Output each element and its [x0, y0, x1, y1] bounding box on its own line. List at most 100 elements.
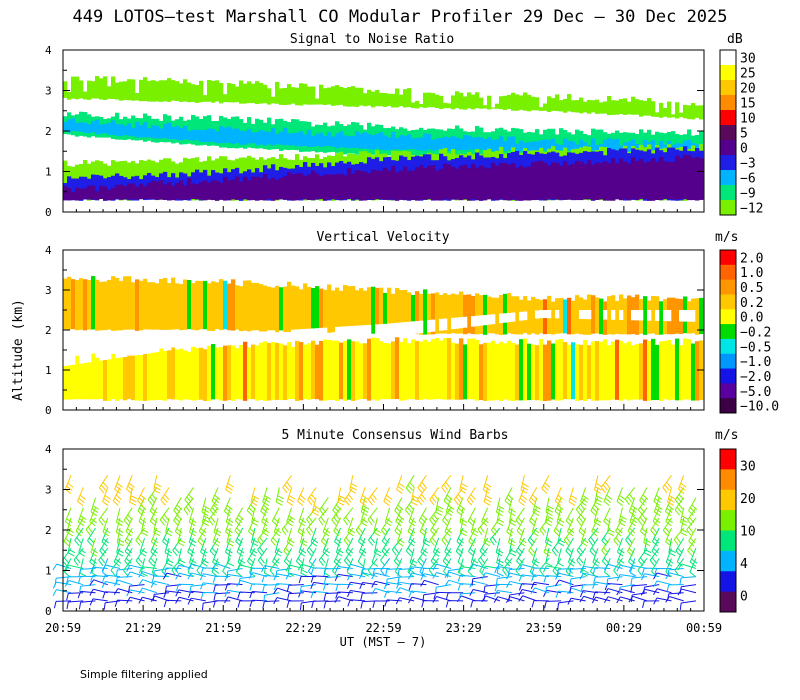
- wind-barb-feather: [517, 517, 523, 524]
- heatmap-cell: [119, 355, 124, 400]
- wind-barb-feather: [90, 511, 98, 517]
- wind-barb-feather: [457, 507, 464, 514]
- wind-barb-feather: [509, 549, 517, 554]
- wind-barb-feather: [393, 560, 400, 567]
- wind-barb: [250, 487, 256, 503]
- heatmap-cell: [675, 143, 680, 152]
- wind-barb-feather: [655, 494, 663, 500]
- wind-barb-feather: [99, 550, 105, 557]
- heatmap-cell: [319, 288, 324, 333]
- wind-barb-feather: [226, 518, 234, 523]
- wind-barb-feather: [128, 482, 135, 488]
- wind-barb-feather: [272, 537, 278, 544]
- heatmap-cell: [227, 283, 232, 331]
- heatmap-gap: [663, 310, 668, 322]
- heatmap-cell: [459, 138, 464, 150]
- wind-barb: [656, 588, 672, 594]
- heatmap-cell: [375, 133, 380, 149]
- heatmap-cell: [447, 337, 452, 400]
- wind-barb-feather: [175, 597, 180, 604]
- wind-barb: [117, 588, 133, 594]
- heatmap-cell: [155, 125, 160, 139]
- wind-barb-feather: [422, 594, 425, 602]
- wind-barb-feather: [160, 499, 166, 506]
- heatmap-cell: [347, 168, 352, 199]
- wind-barb-feather: [272, 520, 278, 527]
- wind-barb-feather: [344, 499, 350, 506]
- heatmap-gap: [87, 344, 92, 363]
- wind-barb-feather: [593, 521, 601, 527]
- heatmap-cell: [615, 339, 620, 400]
- wind-barb-feather: [678, 504, 684, 511]
- wind-barb-feather: [382, 527, 389, 534]
- heatmap-cell: [335, 174, 340, 200]
- heatmap-cell: [95, 279, 100, 331]
- wind-barb-feather: [100, 484, 107, 491]
- heatmap-cell: [587, 160, 592, 200]
- wind-barb-feather: [177, 562, 185, 567]
- wind-barb: [616, 487, 623, 502]
- heatmap-cell: [627, 295, 632, 335]
- wind-barb: [215, 592, 231, 595]
- wind-barb-feather: [435, 587, 437, 595]
- heatmap-cell: [567, 344, 572, 400]
- wind-barb-feather: [324, 528, 331, 534]
- wind-barb: [99, 537, 109, 552]
- wind-barb: [554, 497, 562, 512]
- wind-barb: [688, 527, 697, 542]
- heatmap-cell: [163, 123, 168, 138]
- heatmap-cell: [575, 129, 580, 159]
- heatmap-cell: [259, 342, 264, 400]
- wind-barb-feather: [149, 510, 156, 517]
- heatmap-cell: [155, 81, 160, 102]
- wind-barb-feather: [421, 568, 425, 576]
- wind-barb-feather: [567, 598, 572, 605]
- wind-barb-feather: [406, 506, 413, 513]
- heatmap-cell: [599, 129, 604, 158]
- wind-barb: [681, 576, 697, 579]
- heatmap-cell: [519, 165, 524, 201]
- heatmap-cell: [279, 131, 284, 145]
- wind-barb: [665, 527, 672, 542]
- heatmap-cell: [351, 341, 356, 401]
- wind-barb: [105, 564, 121, 569]
- heatmap-cell: [631, 157, 636, 200]
- wind-barb: [411, 590, 427, 594]
- wind-barb: [534, 587, 550, 594]
- heatmap-cell: [471, 137, 476, 150]
- heatmap-cell: [463, 96, 468, 110]
- wind-barb-feather: [212, 576, 216, 584]
- heatmap-cell: [359, 170, 364, 201]
- heatmap-cell: [287, 281, 292, 332]
- wind-barb-feather: [496, 548, 504, 554]
- heatmap-gap: [399, 322, 404, 336]
- wind-barb-feather: [592, 581, 596, 589]
- wind-barb: [345, 537, 354, 552]
- heatmap-cell: [687, 339, 692, 400]
- wind-barb: [662, 475, 672, 488]
- heatmap-cell: [179, 83, 184, 102]
- wind-barb-feather: [252, 518, 259, 523]
- wind-barb-feather: [153, 570, 155, 578]
- wind-barb-feather: [408, 566, 412, 574]
- colorbar-frame: [719, 49, 737, 216]
- heatmap-cell: [95, 119, 100, 135]
- wind-barb-feather: [361, 511, 368, 517]
- wind-barb-feather: [519, 541, 526, 547]
- heatmap-cell: [107, 86, 112, 99]
- heatmap-cell: [479, 137, 484, 150]
- wind-barb-feather: [666, 507, 673, 514]
- heatmap-cell: [571, 342, 576, 400]
- wind-barb-feather: [177, 542, 185, 547]
- heatmap-gap: [543, 310, 548, 319]
- wind-barb: [485, 565, 500, 569]
- heatmap-cell: [183, 79, 188, 102]
- wind-barb-feather: [545, 521, 552, 527]
- wind-barb-feather: [639, 506, 646, 513]
- heatmap-cell: [467, 338, 472, 400]
- y-tick-label: 1: [45, 166, 52, 179]
- heatmap-cell: [507, 94, 512, 110]
- wind-barb: [409, 548, 415, 563]
- wind-barb-feather: [274, 552, 282, 557]
- heatmap-cell: [475, 293, 480, 335]
